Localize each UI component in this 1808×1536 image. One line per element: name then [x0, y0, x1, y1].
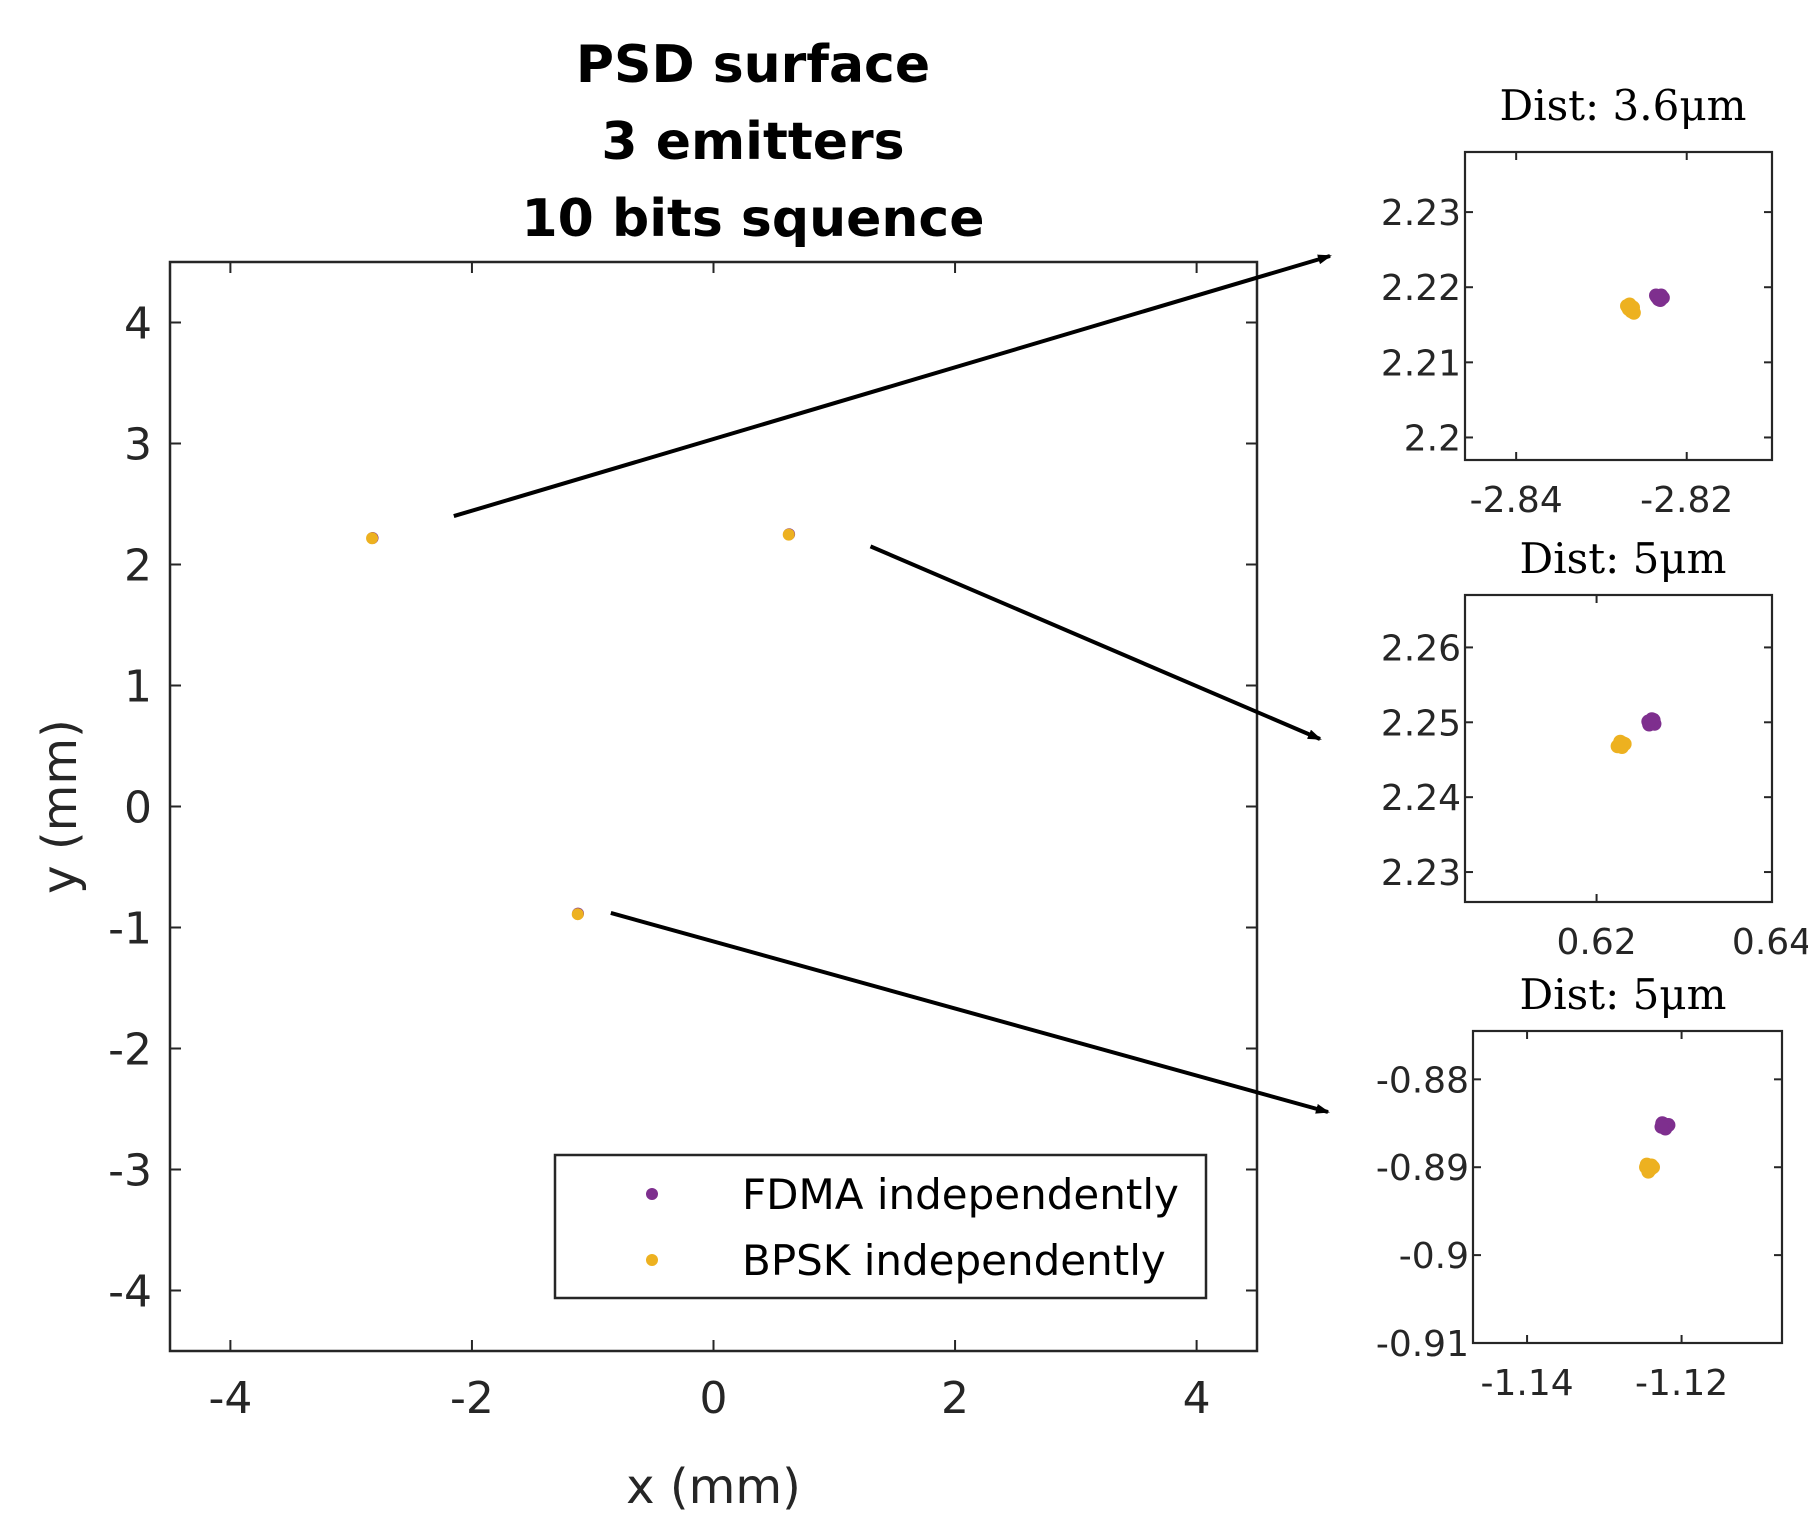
inset-1-xtick-label: -2.84 [1470, 480, 1563, 521]
main-ytick-label: -1 [108, 904, 152, 955]
inset-title: Dist: 3.6μm [1500, 81, 1747, 130]
inset-title: Dist: 5μm [1520, 970, 1727, 1019]
inset-2-ytick-label: 2.24 [1381, 778, 1461, 819]
main-xtick-label: -2 [450, 1373, 494, 1424]
inset-2: 0.62 0.64 2.26 2.25 2.24 2.23 Dist: 5μm [1381, 534, 1808, 963]
main-ytick-label: -2 [108, 1025, 152, 1076]
inset-2-ytick-label: 2.23 [1381, 853, 1461, 894]
main-ytick-label: 1 [124, 662, 152, 713]
inset-title: Dist: 5μm [1520, 534, 1727, 583]
inset-point-fdma [1654, 1119, 1669, 1134]
inset-1-ytick-label: 2.21 [1381, 343, 1461, 384]
inset-point-bpsk [1613, 734, 1628, 749]
main-ytick-label: -4 [108, 1267, 152, 1318]
zoom-arrows [453, 254, 1332, 1114]
zoom-arrow-3 [610, 911, 1330, 1114]
inset-3-ytick-label: -0.91 [1376, 1324, 1469, 1365]
main-ytick-label: 2 [124, 541, 152, 592]
inset-1: -2.84 -2.82 2.23 2.22 2.21 2.2 Dist: 3.6μm [1381, 81, 1774, 521]
main-xtick-label: 0 [700, 1373, 728, 1424]
inset-3-axes-box [1471, 1029, 1784, 1345]
legend: FDMA independently BPSK independently [553, 1153, 1208, 1300]
legend-label: FDMA independently [742, 1170, 1179, 1219]
inset-2-ytick-label: 2.26 [1381, 628, 1461, 669]
main-point-bpsk [782, 528, 795, 541]
main-point-bpsk [571, 908, 584, 921]
inset-point-bpsk [1639, 1160, 1654, 1175]
inset-3-xtick-label: -1.14 [1480, 1363, 1573, 1404]
inset-2-ytick-label: 2.25 [1381, 703, 1461, 744]
inset-3-ytick-label: -0.89 [1376, 1148, 1469, 1189]
legend-marker-bpsk [646, 1254, 658, 1266]
inset-1-ytick-label: 2.22 [1381, 268, 1461, 309]
chart-title-line: 3 emitters [601, 112, 904, 172]
inset-3-xtick-label: -1.12 [1635, 1363, 1728, 1404]
main-ytick-label: 0 [124, 783, 152, 834]
zoom-arrow-2 [869, 544, 1322, 741]
legend-marker-fdma [646, 1188, 658, 1200]
main-xtick-label: 2 [941, 1373, 969, 1424]
inset-1-ytick-label: 2.2 [1404, 418, 1461, 459]
inset-point-fdma [1653, 292, 1668, 307]
main-xtick-label: 4 [1183, 1373, 1211, 1424]
inset-1-xtick-label: -2.82 [1640, 480, 1733, 521]
main-point-bpsk [366, 532, 379, 545]
inset-2-xtick-label: 0.64 [1732, 922, 1808, 963]
chart-title-line: 10 bits squence [522, 189, 985, 249]
inset-3-ytick-label: -0.88 [1376, 1060, 1469, 1101]
chart-title-line: PSD surface [576, 35, 930, 95]
main-ytick-label: 4 [124, 299, 152, 350]
inset-1-axes-box [1463, 150, 1774, 462]
inset-2-xtick-label: 0.62 [1556, 922, 1636, 963]
legend-label: BPSK independently [742, 1236, 1166, 1285]
main-ytick-label: -3 [108, 1146, 152, 1197]
inset-3: -1.14 -1.12 -0.88 -0.89 -0.9 -0.91 Dist: 5μm [1376, 970, 1784, 1404]
inset-point-fdma [1641, 714, 1656, 729]
zoom-arrow-1 [453, 254, 1332, 519]
main-xtick-label: -4 [208, 1373, 252, 1424]
main-ytick-label: 3 [124, 420, 152, 471]
x-axis-label: x (mm) [626, 1459, 801, 1515]
inset-1-ytick-label: 2.23 [1381, 193, 1461, 234]
legend-box [553, 1153, 1208, 1300]
zoom-insets: -2.84 -2.82 2.23 2.22 2.21 2.2 Dist: 3.6μm 0.62… [1376, 81, 1808, 1404]
inset-point-bpsk [1622, 297, 1637, 312]
inset-3-ytick-label: -0.9 [1399, 1236, 1469, 1277]
y-axis-label: y (mm) [32, 719, 88, 894]
